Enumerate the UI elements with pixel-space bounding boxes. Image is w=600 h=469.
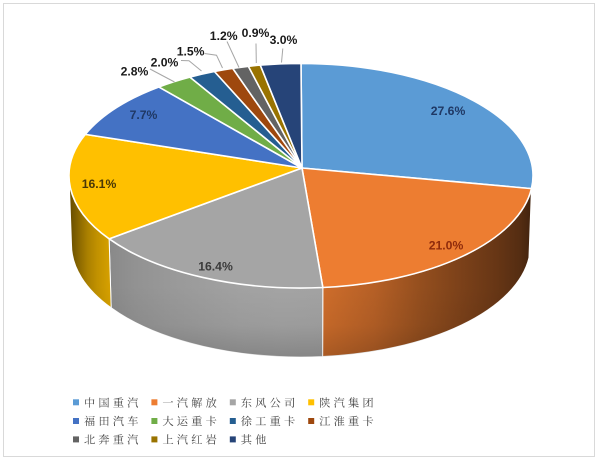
svg-text:7.7%: 7.7% xyxy=(130,108,158,122)
svg-text:1.5%: 1.5% xyxy=(177,45,205,59)
svg-text:3.0%: 3.0% xyxy=(270,33,298,47)
svg-text:0.9%: 0.9% xyxy=(242,26,270,40)
svg-text:2.8%: 2.8% xyxy=(121,65,149,79)
svg-text:16.4%: 16.4% xyxy=(198,260,233,274)
svg-text:2.0%: 2.0% xyxy=(151,56,179,70)
svg-text:27.6%: 27.6% xyxy=(431,104,466,118)
svg-text:21.0%: 21.0% xyxy=(429,239,464,253)
svg-text:1.2%: 1.2% xyxy=(210,29,238,43)
svg-text:16.1%: 16.1% xyxy=(82,177,117,191)
